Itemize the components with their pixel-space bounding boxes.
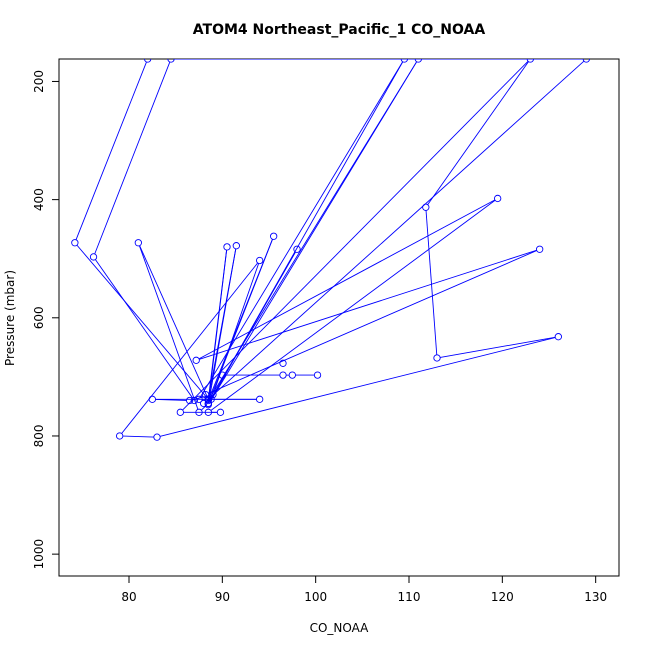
y-tick-label: 200	[32, 70, 46, 93]
y-axis-label: Pressure (mbar)	[3, 270, 17, 366]
data-point	[207, 395, 215, 403]
data-point	[216, 408, 225, 416]
series-group	[71, 59, 590, 441]
series-segment	[75, 61, 147, 240]
data-point	[192, 356, 200, 364]
data-point	[414, 59, 422, 63]
x-tick-label: 90	[215, 590, 230, 604]
data-point	[190, 396, 198, 405]
series-segment	[212, 61, 404, 397]
data-point	[400, 59, 408, 63]
series-segment	[139, 245, 199, 410]
data-point	[270, 232, 278, 240]
chart-title: ATOM4 Northeast_Pacific_1 CO_NOAA	[193, 22, 486, 38]
data-point	[313, 371, 322, 379]
data-point	[288, 371, 296, 379]
data-point	[116, 432, 124, 440]
series-segment	[155, 398, 187, 401]
y-tick-label: 800	[32, 425, 46, 448]
series-segment	[139, 245, 208, 397]
series-segment	[160, 337, 556, 437]
y-tick-label: 1000	[32, 539, 46, 570]
data-point	[148, 395, 156, 403]
data-point	[279, 359, 287, 367]
data-point	[176, 408, 184, 416]
data-point	[195, 408, 203, 416]
data-point	[256, 256, 264, 265]
series-segment	[425, 210, 438, 355]
data-point	[200, 399, 208, 408]
data-point	[167, 59, 175, 63]
series-segment	[76, 244, 207, 398]
series-segment	[427, 61, 529, 205]
data-point	[153, 433, 161, 441]
series-segment	[121, 262, 258, 434]
data-point	[186, 396, 194, 405]
data-point	[218, 371, 226, 379]
series-segment	[208, 250, 228, 401]
series-segment	[200, 61, 404, 397]
data-point	[134, 239, 142, 247]
data-point	[204, 408, 212, 416]
data-point	[71, 239, 79, 247]
series-segment	[210, 200, 496, 411]
y-axis: 200 400 600 800 1000	[32, 70, 59, 569]
data-point	[279, 371, 287, 379]
series-segment	[122, 435, 154, 438]
data-point	[209, 390, 217, 399]
data-point	[232, 242, 240, 250]
series-segment	[205, 60, 585, 402]
data-point	[293, 245, 301, 253]
series-segment	[199, 249, 537, 360]
x-tick-label: 110	[398, 590, 421, 604]
series-segment	[198, 199, 495, 360]
data-point	[494, 194, 502, 203]
x-tick-label: 100	[304, 590, 327, 604]
data-point	[433, 354, 441, 362]
data-point	[223, 243, 231, 251]
series-layer	[71, 59, 590, 441]
series-segment	[208, 250, 537, 394]
data-point	[422, 203, 430, 211]
x-tick-label: 130	[584, 590, 607, 604]
data-point	[536, 245, 544, 253]
data-point	[195, 395, 203, 403]
data-point	[582, 59, 590, 63]
data-point	[554, 333, 562, 341]
data-point	[256, 395, 264, 403]
y-tick-label: 400	[32, 188, 46, 211]
series-segment	[197, 395, 203, 400]
data-point	[89, 253, 98, 261]
series-group	[218, 371, 322, 379]
series-group	[279, 359, 287, 367]
x-axis-label: CO_NOAA	[310, 621, 370, 635]
series-segment	[440, 336, 556, 358]
x-axis: 80 90 100 110 120 130	[121, 576, 607, 604]
series-segment	[94, 61, 171, 255]
data-point	[201, 390, 210, 399]
series-segment	[95, 259, 193, 399]
plot-frame	[58, 58, 620, 577]
series-segment	[182, 61, 529, 411]
data-point	[526, 59, 534, 63]
y-tick-label: 600	[32, 306, 46, 329]
data-point	[144, 59, 152, 63]
x-tick-label: 80	[121, 590, 136, 604]
x-tick-label: 120	[491, 590, 514, 604]
